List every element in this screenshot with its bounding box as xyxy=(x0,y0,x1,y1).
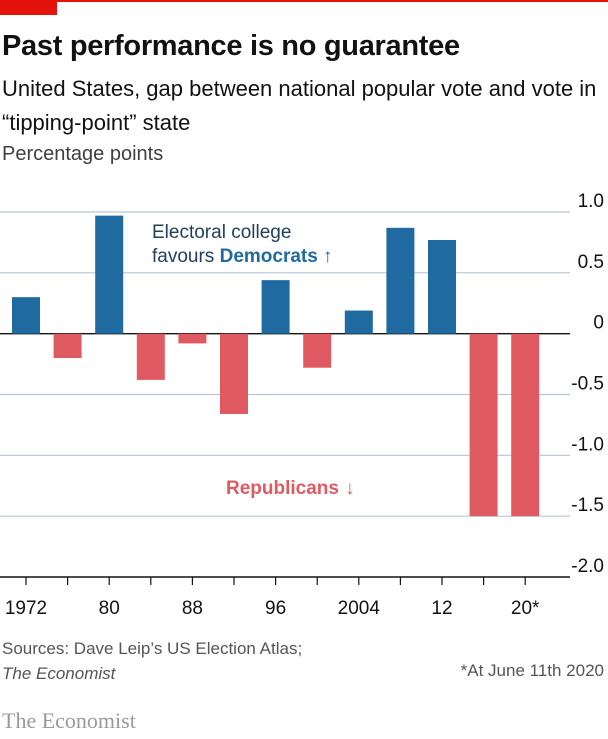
footnote: *At June 11th 2020 xyxy=(460,661,604,680)
annotation-dem-party: Democrats xyxy=(220,246,318,267)
y-tick-label: 0 xyxy=(593,313,604,334)
bar-1972 xyxy=(12,297,40,334)
chart-subtitle: United States, gap between national popu… xyxy=(2,76,597,135)
chart-title: Past performance is no guarantee xyxy=(2,30,460,62)
x-tick-label: 2004 xyxy=(338,598,381,619)
x-tick-label: 80 xyxy=(99,598,120,619)
bar-2012 xyxy=(428,239,456,334)
y-tick-label: -0.5 xyxy=(571,374,604,395)
top-accent-line xyxy=(0,0,608,2)
unit-label: Percentage points xyxy=(2,143,164,165)
x-tick-label: 1972 xyxy=(5,598,47,619)
annotation-dem-arrow: ↑ xyxy=(323,246,333,267)
brand-wordmark: The Economist xyxy=(2,708,136,733)
bar-1984 xyxy=(136,333,165,380)
bar-1988 xyxy=(178,333,207,344)
source-note: Sources: Dave Leip’s US Election Atlas; … xyxy=(2,636,302,686)
bar-2004 xyxy=(344,310,373,334)
gridlines xyxy=(0,211,570,517)
y-tick-label: 1.0 xyxy=(578,191,604,212)
annotation-dem-prefix: favours xyxy=(152,246,220,267)
bar-1992 xyxy=(220,333,248,414)
y-tick-labels: 1.0 0.5 0 -0.5 -1.0 -1.5 -2.0 xyxy=(571,191,604,577)
bar-2020 xyxy=(511,333,540,517)
bar-2008 xyxy=(386,227,415,334)
annotation-rep-arrow: ↓ xyxy=(345,478,355,499)
annotation-rep: Republicans ↓ xyxy=(226,478,354,499)
source-line1: Sources: Dave Leip’s US Election Atlas; xyxy=(2,639,303,658)
bar-1996 xyxy=(261,280,290,334)
annotation-dem-line2: favours Democrats ↑ xyxy=(152,246,332,267)
bar-1980 xyxy=(95,215,124,334)
y-tick-label: -1.5 xyxy=(571,495,604,516)
brand-red-tag xyxy=(0,0,57,15)
y-tick-label: -1.0 xyxy=(571,434,604,455)
bar-2000 xyxy=(303,333,332,368)
x-tick-labels: 1972 80 88 96 2004 12 20* xyxy=(5,598,540,619)
x-tick-label: 20* xyxy=(511,598,540,619)
bars xyxy=(12,215,540,517)
y-tick-label: -2.0 xyxy=(571,556,604,577)
x-tick-label: 96 xyxy=(265,598,286,619)
x-tick-label: 88 xyxy=(182,598,203,619)
bar-2016 xyxy=(469,333,498,517)
bar-1976 xyxy=(53,333,82,358)
y-tick-label: 0.5 xyxy=(578,252,604,273)
annotation-rep-party: Republicans xyxy=(226,478,339,499)
bar-chart: 1.0 0.5 0 -0.5 -1.0 -1.5 -2.0 1972 80 88 96 2004 12… xyxy=(0,191,604,619)
annotation-dem-line1: Electoral college xyxy=(152,222,291,243)
x-ticks xyxy=(25,577,526,585)
x-tick-label: 12 xyxy=(431,598,452,619)
source-line2: The Economist xyxy=(2,664,116,683)
